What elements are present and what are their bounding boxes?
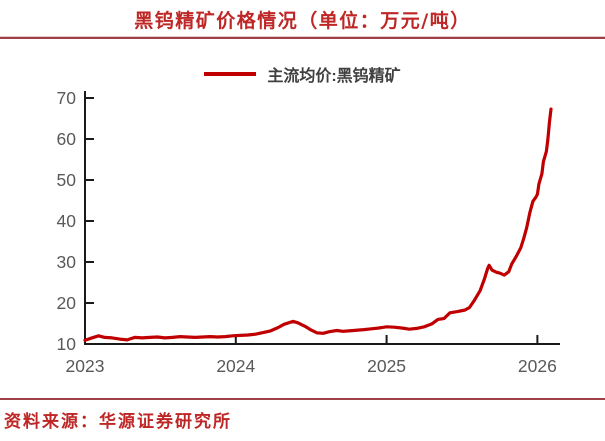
axis-line (84, 91, 560, 345)
legend: 主流均价:黑钨精矿 (0, 63, 605, 85)
y-axis-tick-label: 60 (57, 129, 77, 149)
x-axis-tick-label: 2026 (518, 356, 557, 376)
x-axis-tick-label: 2023 (66, 356, 105, 376)
top-divider (0, 36, 605, 39)
y-axis-tick-label: 50 (57, 170, 77, 190)
legend-label: 主流均价:黑钨精矿 (267, 68, 401, 85)
chart-title: 黑钨精矿价格情况（单位：万元/吨） (134, 10, 471, 32)
x-axis-tick-label: 2024 (216, 356, 255, 376)
x-axis-tick-label: 2025 (367, 356, 406, 376)
y-axis-tick-label: 40 (57, 211, 77, 231)
y-axis-tick-label: 20 (57, 293, 77, 313)
legend-line-swatch (204, 72, 257, 76)
y-axis-tick-label: 30 (57, 252, 77, 272)
y-axis-tick-label: 70 (57, 88, 77, 108)
footer-divider (0, 398, 605, 400)
series-line (83, 107, 553, 342)
source-note: 资料来源：华源证券研究所 (4, 412, 232, 432)
y-axis-tick-label: 10 (57, 334, 77, 354)
